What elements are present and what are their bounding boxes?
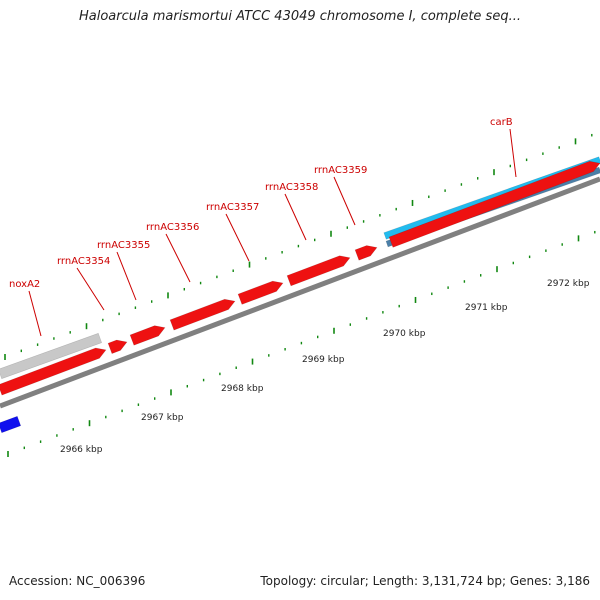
topology-stats: Topology: circular; Length: 3,131,724 bp… — [260, 574, 590, 588]
label-connector — [28, 290, 42, 337]
label-connector — [225, 213, 250, 262]
gene-label: rrnAC3355 — [97, 240, 150, 251]
gene-rrnAC3355 — [129, 325, 166, 346]
gene-rrnAC3359 — [354, 245, 378, 261]
backbone-line — [0, 176, 600, 409]
gene-label: carB — [490, 117, 513, 128]
label-connectors — [28, 128, 517, 337]
features — [0, 156, 600, 434]
label-connector — [116, 251, 137, 301]
grey-feature — [0, 332, 103, 380]
gene-rrnAC3354 — [107, 339, 128, 354]
label-connector — [165, 233, 191, 283]
gene-label: rrnAC3358 — [265, 182, 318, 193]
gene-label: rrnAC3354 — [57, 256, 110, 267]
kbp-label: 2971 kbp — [465, 303, 508, 313]
label-connector — [509, 128, 517, 178]
label-connector — [284, 193, 307, 241]
kbp-label: 2972 kbp — [547, 279, 590, 289]
kbp-labels: 2966 kbp 2967 kbp 2968 kbp 2969 kbp 2970 kbp… — [60, 279, 590, 455]
gene-label: noxA2 — [9, 279, 40, 290]
kbp-label: 2968 kbp — [221, 384, 264, 394]
kbp-label: 2967 kbp — [141, 413, 184, 423]
gene-label: rrnAC3359 — [314, 165, 367, 176]
gene-labels: noxA2 rrnAC3354 rrnAC3355 rrnAC3356 rrnAC335… — [9, 117, 513, 290]
blue-feature — [0, 415, 22, 434]
tick-marks — [4, 133, 596, 457]
kbp-label: 2970 kbp — [383, 329, 426, 339]
gene-noxA2 — [0, 347, 107, 396]
kbp-label: 2966 kbp — [60, 445, 103, 455]
label-connector — [333, 176, 356, 226]
kbp-label: 2969 kbp — [302, 355, 345, 365]
gene-rrnAC3358 — [286, 255, 351, 287]
accession-label: Accession: NC_006396 — [9, 574, 146, 588]
gene-rrnAC3356 — [169, 298, 236, 331]
label-connector — [76, 267, 105, 311]
map-title: Haloarcula marismortui ATCC 43049 chromo… — [79, 9, 521, 24]
gene-carB — [388, 160, 600, 248]
gene-label: rrnAC3356 — [146, 222, 199, 233]
gene-label: rrnAC3357 — [206, 202, 259, 213]
gene-rrnAC3357 — [237, 280, 284, 305]
